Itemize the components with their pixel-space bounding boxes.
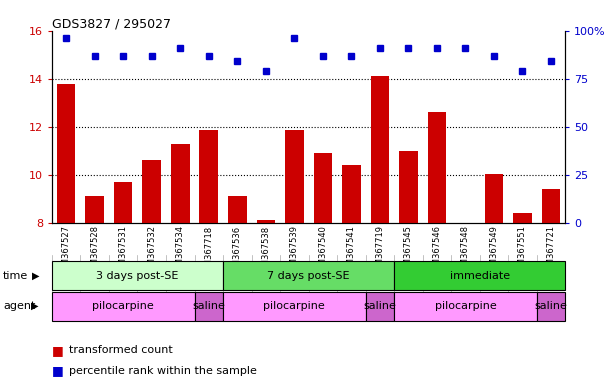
Text: saline: saline [364,301,397,311]
Bar [342,165,360,223]
Bar [485,174,503,223]
Bar [394,261,565,290]
Bar [285,130,304,223]
Text: ■: ■ [52,364,68,377]
Text: saline: saline [535,301,568,311]
Bar [223,292,365,321]
Bar [228,196,247,223]
Bar [394,292,536,321]
Bar [257,220,275,223]
Text: pilocarpine: pilocarpine [92,301,154,311]
Bar [428,113,446,223]
Bar [399,151,418,223]
Bar [57,84,76,223]
Bar [114,182,133,223]
Text: pilocarpine: pilocarpine [263,301,325,311]
Text: pilocarpine: pilocarpine [434,301,496,311]
Bar [223,261,394,290]
Bar [365,292,394,321]
Text: immediate: immediate [450,270,510,281]
Text: ▶: ▶ [31,301,38,311]
Bar [370,76,389,223]
Bar [541,189,560,223]
Text: agent: agent [3,301,35,311]
Text: 7 days post-SE: 7 days post-SE [267,270,350,281]
Bar [536,292,565,321]
Bar [194,292,223,321]
Text: 3 days post-SE: 3 days post-SE [97,270,178,281]
Text: saline: saline [192,301,225,311]
Text: ▶: ▶ [32,270,39,281]
Bar [86,196,104,223]
Text: time: time [3,270,28,281]
Bar [52,292,194,321]
Text: transformed count: transformed count [69,345,173,355]
Bar [199,130,218,223]
Bar [171,144,189,223]
Bar [313,153,332,223]
Bar [513,213,532,223]
Text: GDS3827 / 295027: GDS3827 / 295027 [52,17,171,30]
Text: percentile rank within the sample: percentile rank within the sample [69,366,257,376]
Bar [52,261,223,290]
Bar [142,161,161,223]
Text: ■: ■ [52,344,68,357]
